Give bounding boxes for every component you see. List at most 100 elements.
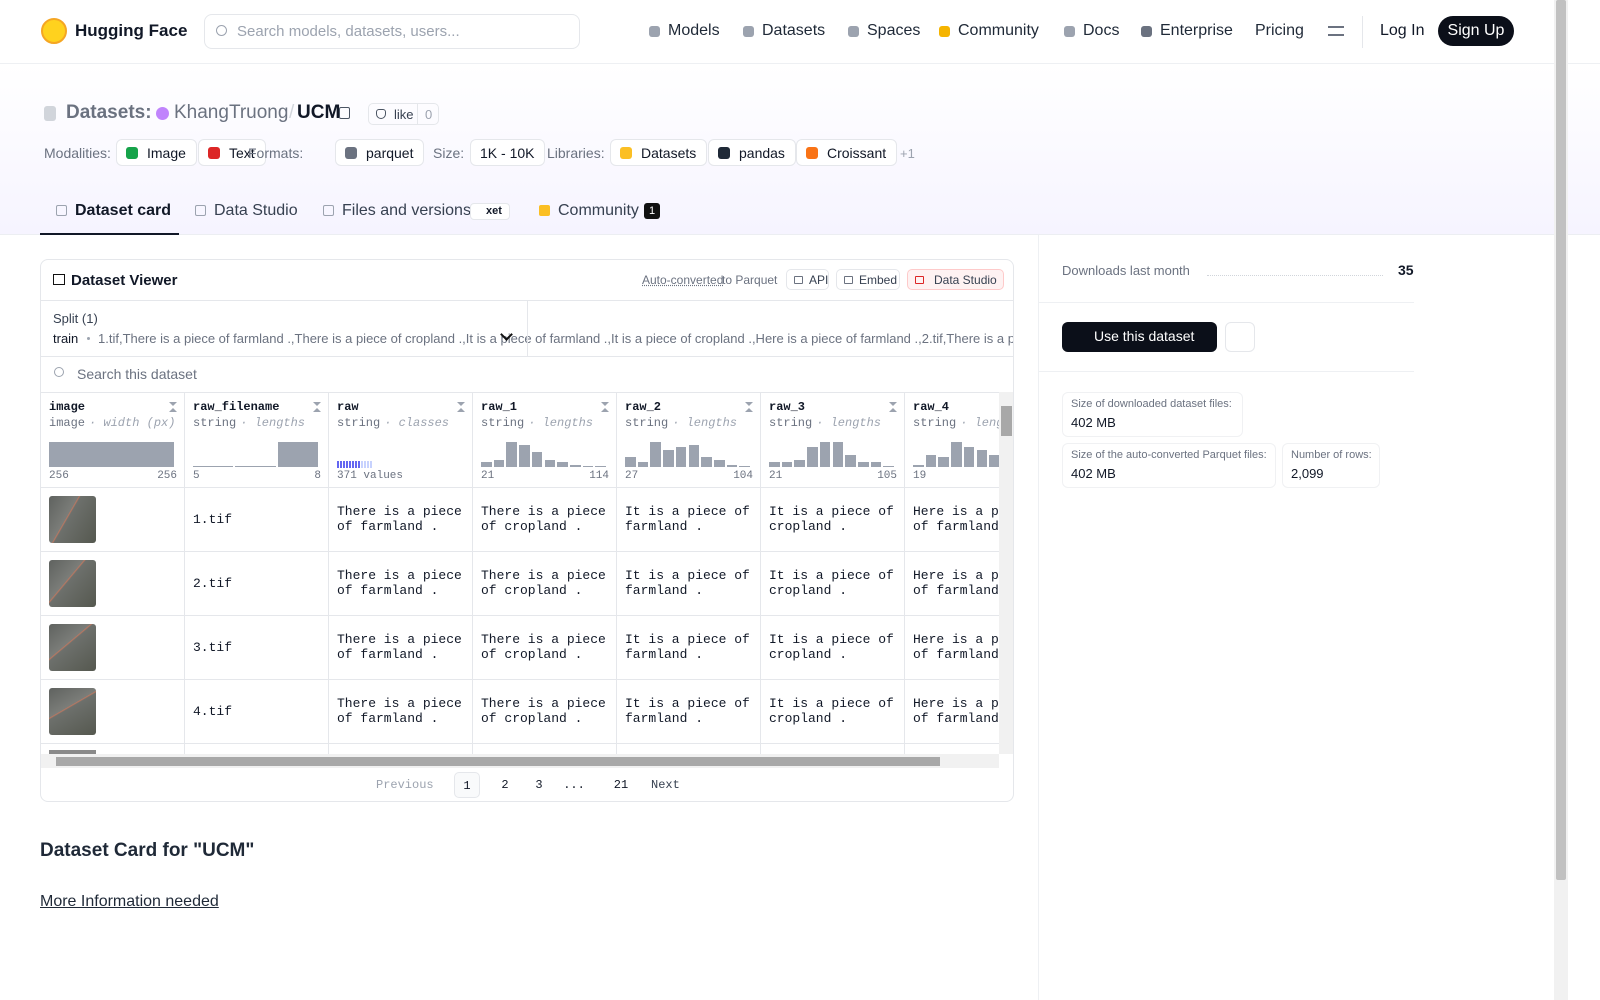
viewer-search[interactable]: Search this dataset	[77, 366, 197, 382]
histogram-bar[interactable]	[883, 466, 894, 467]
sort-icon[interactable]	[313, 402, 321, 412]
page-link[interactable]: 1	[454, 772, 480, 798]
nav-link[interactable]: Spaces	[867, 22, 921, 39]
sort-icon[interactable]	[457, 402, 465, 412]
table: image image · width (px) 256 256 raw_filename…	[41, 392, 999, 754]
sort-icon[interactable]	[745, 402, 753, 412]
sort-icon[interactable]	[889, 402, 897, 412]
brand[interactable]: Hugging Face	[75, 21, 188, 40]
signup-button[interactable]: Sign Up	[1438, 16, 1514, 46]
next[interactable]: Next	[651, 778, 680, 792]
like-button[interactable]: like 0	[368, 103, 439, 125]
histogram-bar[interactable]	[913, 464, 924, 467]
histogram-bar[interactable]	[963, 447, 975, 467]
histogram-bar[interactable]	[807, 447, 818, 467]
viewer-button-text: Embed	[859, 273, 898, 287]
histogram-bar[interactable]	[481, 462, 492, 467]
histogram-bar[interactable]	[625, 457, 636, 467]
auto-converted[interactable]: Auto-converted	[642, 273, 724, 287]
histogram-bar[interactable]	[989, 454, 999, 467]
nav-icon	[939, 26, 950, 37]
histogram-bar[interactable]	[193, 466, 234, 467]
nav-link[interactable]: Datasets	[762, 22, 826, 39]
histogram-bar[interactable]	[870, 462, 882, 467]
tag-chip[interactable]: parquet	[335, 139, 425, 166]
nav-link[interactable]: Models	[668, 22, 720, 39]
use-dataset-button[interactable]: Use this dataset	[1062, 322, 1217, 352]
histogram-bar[interactable]	[769, 462, 780, 467]
page-link[interactable]: ...	[563, 778, 585, 792]
tag-chip[interactable]: Datasets	[610, 139, 708, 166]
tag-text: Croissant	[827, 145, 887, 161]
nav-link[interactable]: Pricing	[1255, 22, 1304, 39]
histogram-bar[interactable]	[857, 462, 869, 467]
login[interactable]: Log In	[1380, 22, 1425, 39]
kebab-button[interactable]	[1225, 322, 1255, 352]
histogram-bar[interactable]	[726, 464, 738, 467]
menu-icon[interactable]	[1328, 26, 1344, 36]
histogram-bar[interactable]	[832, 442, 844, 467]
histogram-bar[interactable]	[701, 457, 712, 467]
sort-icon[interactable]	[169, 402, 177, 412]
histogram-bar[interactable]	[582, 466, 594, 467]
card-link[interactable]: More Information needed	[40, 893, 219, 910]
dataset-name[interactable]: UCM	[297, 102, 341, 123]
histogram-bar[interactable]	[595, 466, 606, 467]
histogram-bar[interactable]	[713, 459, 725, 467]
histogram-bar[interactable]	[663, 449, 674, 467]
split-name[interactable]: train	[53, 331, 79, 346]
histogram-bar[interactable]	[951, 442, 962, 467]
nav-link[interactable]: Docs	[1083, 22, 1120, 39]
histogram-bar[interactable]	[925, 454, 937, 467]
tab[interactable]: Community	[558, 202, 639, 219]
histogram-bar[interactable]	[794, 459, 806, 467]
histogram-bar[interactable]	[845, 454, 856, 467]
histogram-bar[interactable]	[637, 462, 649, 467]
page-link[interactable]: 21	[613, 778, 629, 792]
tag-chip[interactable]: 1K - 10K	[470, 139, 546, 166]
histogram-bar[interactable]	[544, 459, 556, 467]
histogram-bar[interactable]	[49, 442, 174, 467]
tag-chip[interactable]: Image	[116, 139, 197, 166]
owner[interactable]: KhangTruong	[174, 102, 289, 123]
page-link[interactable]: 2	[501, 778, 509, 792]
histogram-bar[interactable]	[688, 444, 700, 467]
tab[interactable]: Files and versions	[342, 202, 471, 219]
histogram-bar[interactable]	[781, 462, 793, 467]
histogram-bar[interactable]	[531, 452, 543, 467]
histogram-bar[interactable]	[739, 466, 750, 467]
histogram-bar[interactable]	[819, 442, 831, 467]
histogram-bar[interactable]	[938, 457, 950, 467]
viewer-button[interactable]: Embed	[836, 269, 900, 290]
histogram-bar[interactable]	[675, 447, 687, 467]
copy-icon[interactable]	[339, 107, 350, 119]
nav-link[interactable]: Community	[958, 22, 1039, 39]
histogram-bar[interactable]	[557, 462, 568, 467]
sort-icon[interactable]	[601, 402, 609, 412]
histogram-bar[interactable]	[235, 466, 276, 467]
viewer-button[interactable]: Data Studio	[907, 269, 1004, 290]
search-box[interactable]: Search models, datasets, users...	[204, 14, 580, 49]
histogram-bar[interactable]	[650, 442, 662, 467]
histogram-bar[interactable]	[519, 444, 530, 467]
thumbnail[interactable]	[49, 688, 96, 735]
thumbnail[interactable]	[49, 624, 96, 671]
tag-chip[interactable]: Text	[198, 139, 266, 166]
histogram-bar[interactable]	[506, 442, 518, 467]
tag-chip[interactable]: Croissant	[796, 139, 898, 166]
histogram-bar[interactable]	[569, 464, 581, 467]
page-link[interactable]: 3	[535, 778, 543, 792]
tag-chip[interactable]: pandas	[708, 139, 796, 166]
tab[interactable]: Data Studio	[214, 202, 298, 219]
thumbnail[interactable]	[49, 496, 96, 543]
tag-more[interactable]: +1	[900, 146, 915, 161]
prev[interactable]: Previous	[376, 778, 434, 792]
tab[interactable]: Dataset card	[75, 202, 172, 219]
histogram-bar[interactable]	[493, 459, 505, 467]
histogram-bar[interactable]	[976, 449, 988, 467]
nav-link[interactable]: Enterprise	[1160, 22, 1233, 39]
histogram-bar[interactable]	[277, 442, 318, 467]
thumbnail[interactable]	[49, 560, 96, 607]
stat-box: Size of downloaded dataset files: 402 MB	[1062, 392, 1243, 437]
viewer-button[interactable]: API	[786, 269, 829, 290]
